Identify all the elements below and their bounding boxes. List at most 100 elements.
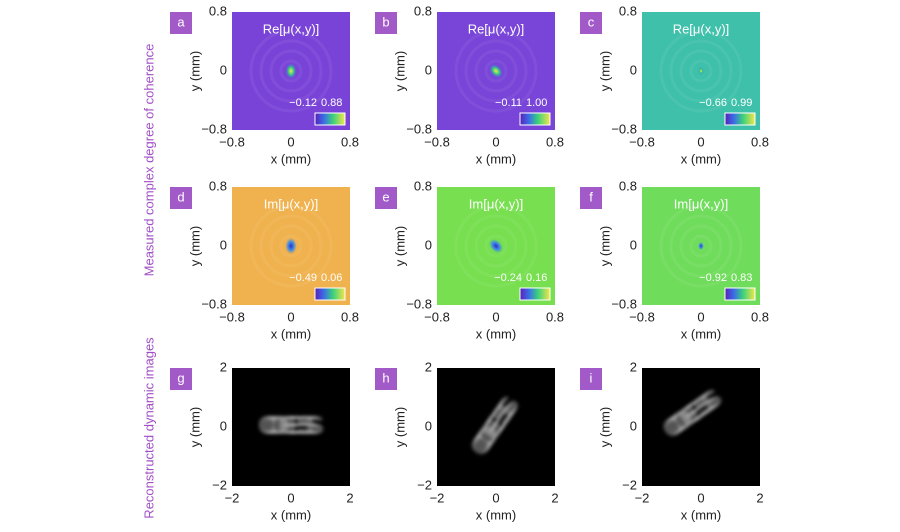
- y-axis-label: y (mm): [597, 226, 612, 266]
- y-tick-label: −0.8: [406, 121, 432, 136]
- colorbar-max: 0.88: [321, 97, 342, 109]
- ripple: [484, 234, 508, 258]
- side-label: Measured complex degree of coherence: [141, 44, 156, 277]
- image-title: Re[μ(x,y)]: [468, 21, 525, 36]
- y-tick-label: 0.8: [209, 3, 227, 18]
- colorbar: [314, 287, 346, 301]
- panel-label-box: [170, 12, 192, 34]
- colorbar-min: −0.49: [289, 272, 317, 284]
- ripple: [484, 59, 508, 83]
- y-tick-label: −0.8: [201, 121, 227, 136]
- x-axis-label: x (mm): [681, 507, 721, 522]
- x-tick-label: 0: [492, 309, 499, 324]
- ripple: [474, 224, 518, 268]
- x-axis-label: x (mm): [271, 507, 311, 522]
- panel-label: d: [177, 189, 184, 204]
- y-tick-label: 0: [630, 62, 637, 77]
- x-axis-label: x (mm): [476, 326, 516, 341]
- ripple: [464, 214, 528, 278]
- y-tick-label: 0: [425, 237, 432, 252]
- colorbar: [724, 287, 756, 301]
- colorbar-min: −0.66: [699, 97, 727, 109]
- y-tick-label: −2: [622, 477, 637, 492]
- colorbar-max: 1.00: [526, 97, 547, 109]
- panel-label-box: [580, 368, 602, 390]
- ripple: [474, 49, 518, 93]
- x-tick-label: −0.8: [629, 134, 655, 149]
- image-title: Re[μ(x,y)]: [263, 21, 320, 36]
- y-tick-label: −0.8: [406, 296, 432, 311]
- x-axis-label: x (mm): [476, 507, 516, 522]
- y-tick-label: 2: [630, 359, 637, 374]
- y-tick-label: 0: [630, 237, 637, 252]
- x-tick-label: 0.8: [546, 309, 564, 324]
- y-axis-label: y (mm): [187, 226, 202, 266]
- ripple: [689, 59, 713, 83]
- x-tick-label: 0.8: [341, 309, 359, 324]
- colorbar-max: 0.83: [731, 272, 752, 284]
- x-tick-label: −0.8: [219, 309, 245, 324]
- coherence-spot: [489, 239, 503, 253]
- panel-label: e: [382, 189, 389, 204]
- ripple: [279, 234, 303, 258]
- panel-label-box: [580, 12, 602, 34]
- y-tick-label: −0.8: [201, 296, 227, 311]
- image-text: OES: [267, 410, 322, 440]
- image: [232, 368, 350, 486]
- panel-label: a: [177, 14, 185, 29]
- x-tick-label: 0: [492, 490, 499, 505]
- x-tick-label: −0.8: [219, 134, 245, 149]
- y-tick-label: 0: [630, 418, 637, 433]
- x-tick-label: 0.8: [341, 134, 359, 149]
- x-tick-label: −0.8: [424, 134, 450, 149]
- image-title: Im[μ(x,y)]: [469, 196, 523, 211]
- ripple: [249, 29, 333, 113]
- y-axis-label: y (mm): [597, 407, 612, 447]
- x-tick-label: 2: [756, 490, 763, 505]
- ripple: [454, 204, 538, 288]
- image-text: OES: [270, 410, 325, 440]
- x-tick-label: 0.8: [751, 134, 769, 149]
- panel-label-box: [375, 187, 397, 209]
- x-axis-label: x (mm): [271, 151, 311, 166]
- image-title: Im[μ(x,y)]: [674, 196, 728, 211]
- x-axis-label: x (mm): [271, 326, 311, 341]
- panel-label: c: [588, 14, 595, 29]
- panel-label-box: [375, 368, 397, 390]
- y-axis-label: y (mm): [187, 407, 202, 447]
- coherence-spot: [698, 242, 704, 250]
- x-tick-label: 0: [287, 490, 294, 505]
- coherence-spot: [285, 238, 297, 254]
- image-text: OES: [264, 410, 319, 440]
- x-tick-label: −0.8: [629, 309, 655, 324]
- ripple: [249, 204, 333, 288]
- x-axis-label: x (mm): [476, 151, 516, 166]
- ripple: [679, 49, 723, 93]
- ripple: [259, 214, 323, 278]
- y-tick-label: 0: [220, 62, 227, 77]
- panel-label-box: [170, 187, 192, 209]
- coherence-spot: [489, 64, 503, 78]
- y-tick-label: 0: [220, 237, 227, 252]
- x-tick-label: 0: [697, 490, 704, 505]
- y-tick-label: −0.8: [611, 121, 637, 136]
- x-tick-label: 0: [697, 309, 704, 324]
- x-axis-label: x (mm): [681, 151, 721, 166]
- image-title: Im[μ(x,y)]: [264, 196, 318, 211]
- panel-label: f: [589, 189, 593, 204]
- x-tick-label: 0.8: [546, 134, 564, 149]
- ripple: [669, 39, 733, 103]
- side-label: Reconstructed dynamic images: [141, 337, 156, 519]
- ripple: [669, 214, 733, 278]
- x-tick-label: −2: [225, 490, 240, 505]
- image-text: OES: [258, 410, 313, 440]
- ripple: [279, 59, 303, 83]
- x-tick-label: 2: [346, 490, 353, 505]
- image: [642, 368, 760, 486]
- x-tick-label: −2: [635, 490, 650, 505]
- colorbar-min: −0.11: [495, 97, 522, 109]
- ripple: [259, 39, 323, 103]
- image-title: Re[μ(x,y)]: [673, 21, 730, 36]
- panel-label: b: [382, 14, 389, 29]
